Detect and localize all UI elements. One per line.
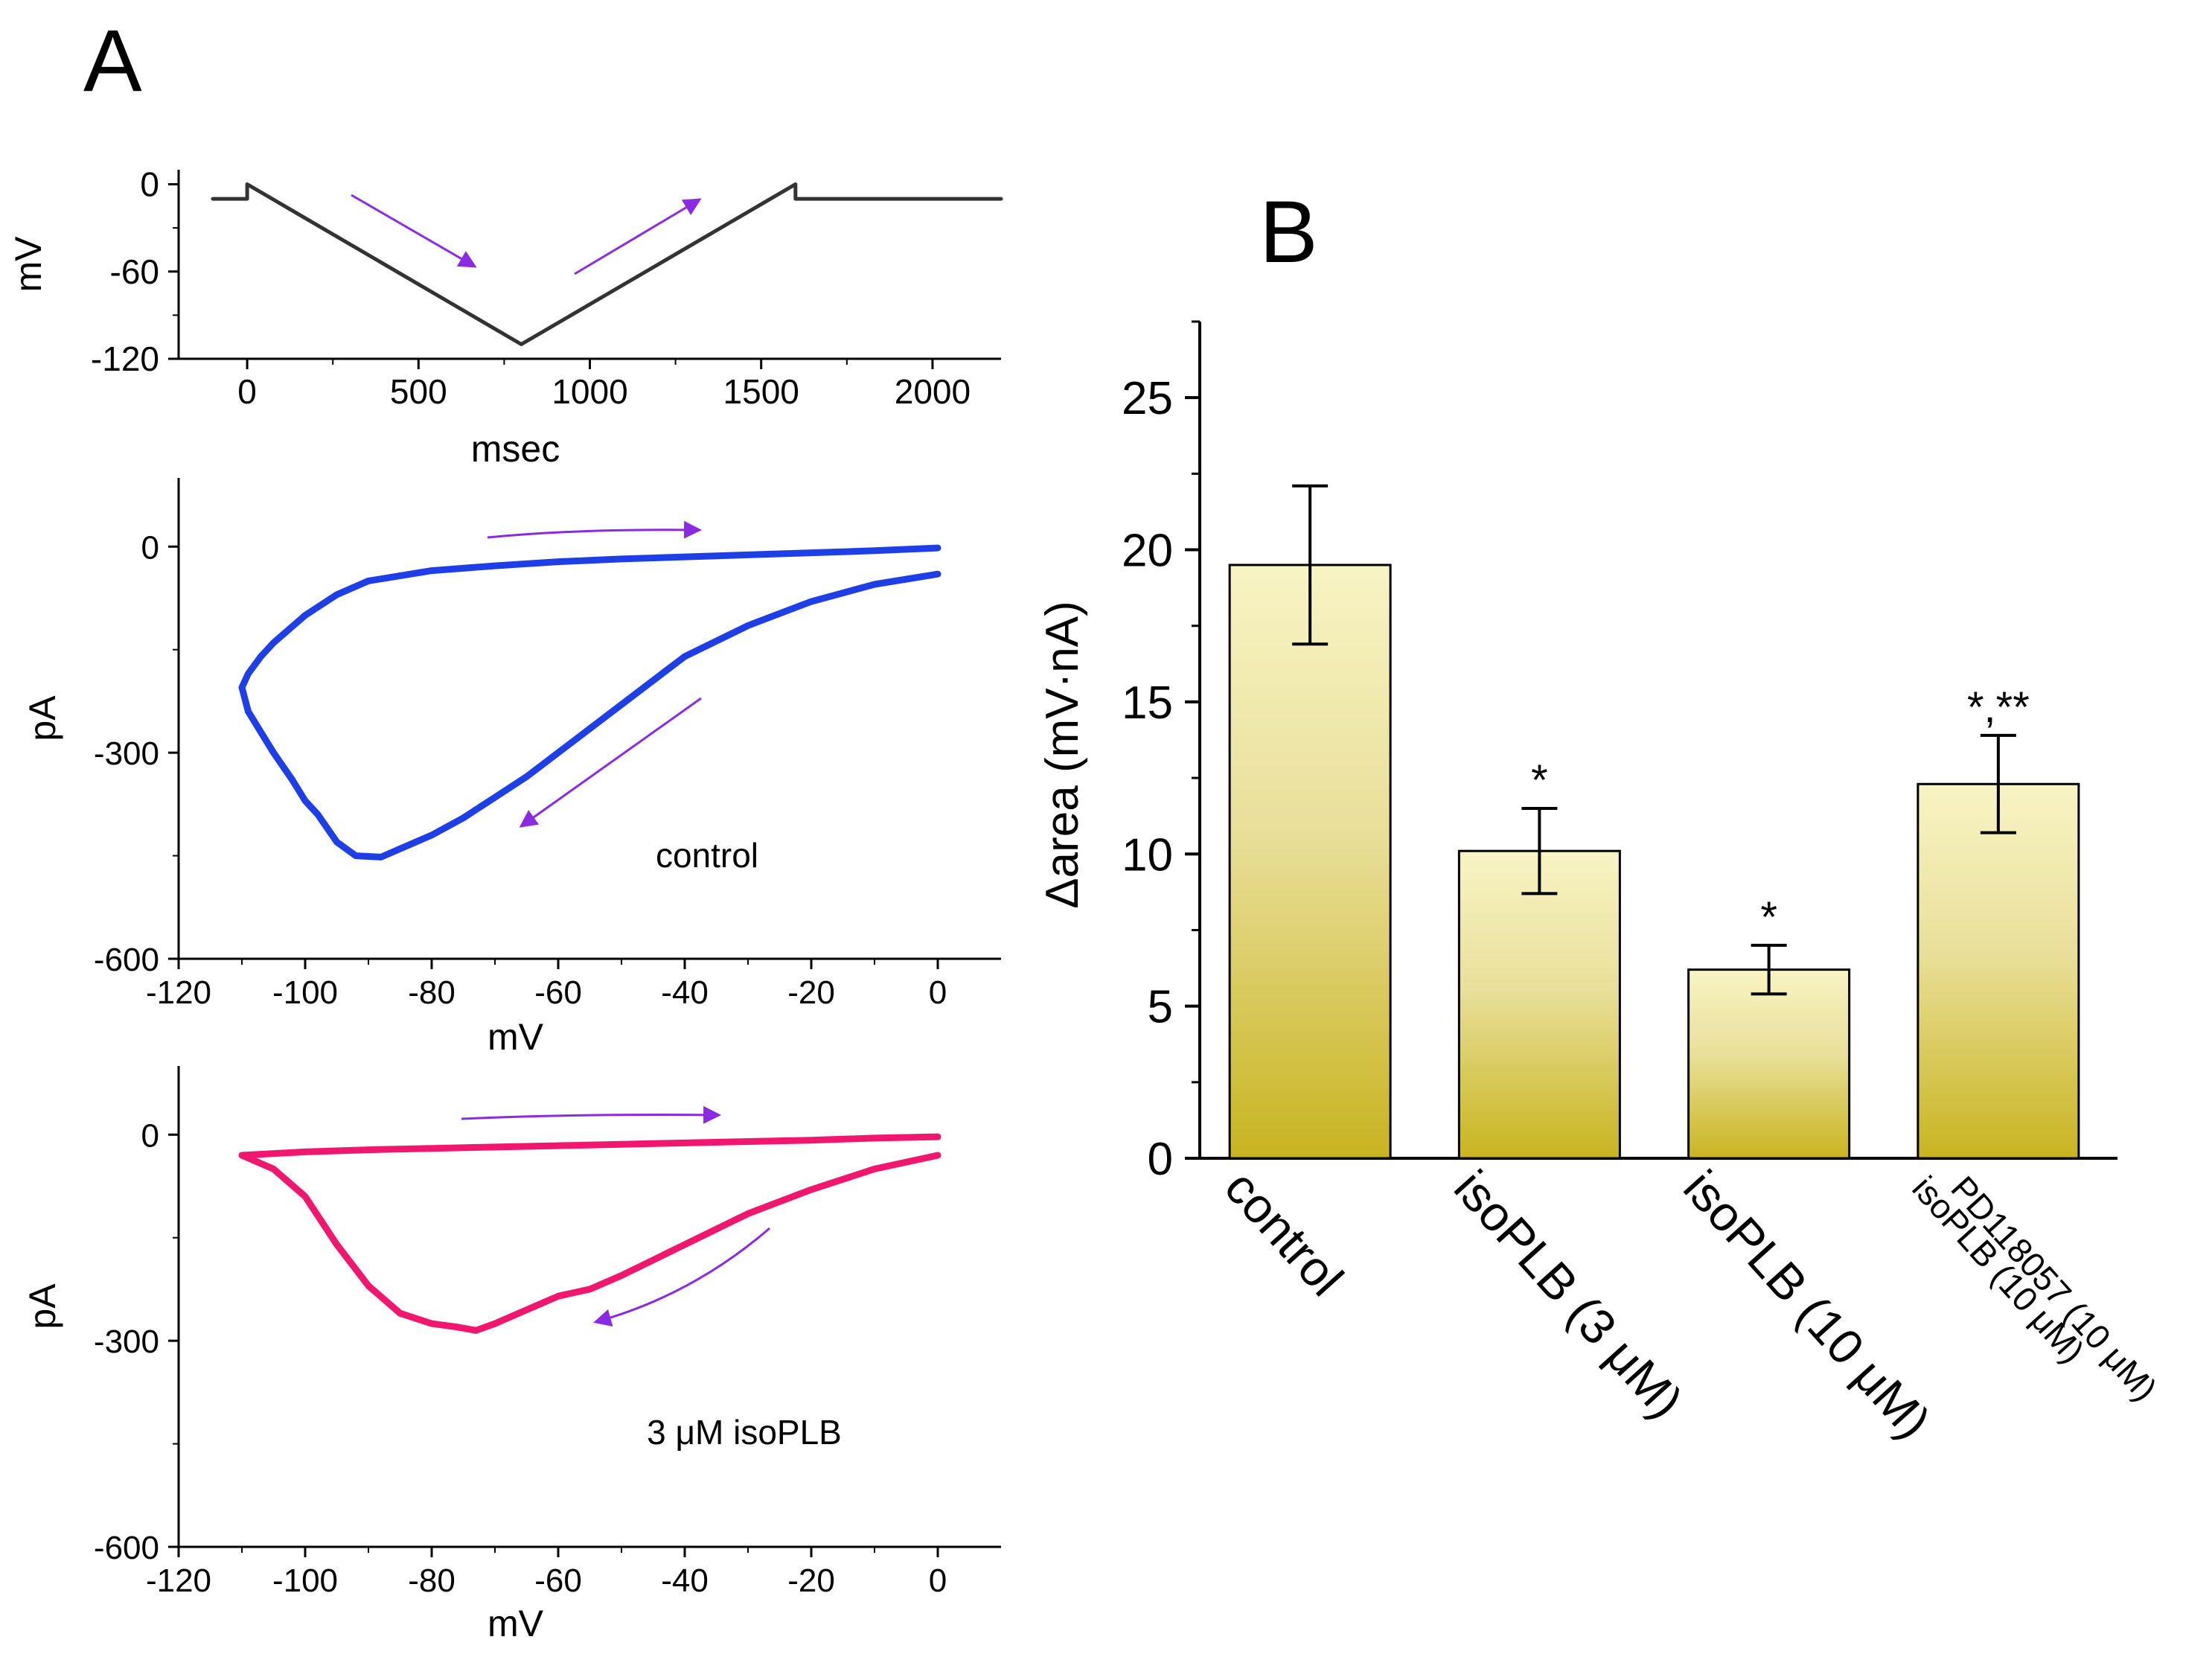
- trace-line: [238, 544, 942, 861]
- control-iv-plot: -120 -100 -80 -60 -40 -20 0 0 -300 -600 mV pA contro…: [22, 478, 1001, 1058]
- arrow-control-right: [487, 520, 702, 539]
- x-tick-label: -40: [661, 1562, 709, 1599]
- y-tick-label: -60: [110, 252, 159, 291]
- significance-marker: *,**: [1967, 683, 2030, 732]
- bar: [1228, 564, 1392, 1160]
- y-tick-label: 0: [141, 1117, 159, 1154]
- x-axis-label: msec: [471, 428, 560, 470]
- x-tick-label: 500: [390, 372, 447, 411]
- y-tick-label: -600: [94, 1530, 159, 1566]
- category-label: control: [1215, 1160, 1355, 1306]
- y-tick-label: 0: [140, 165, 159, 204]
- x-axis-label: mV: [488, 1016, 544, 1058]
- y-tick-label: 10: [1122, 829, 1173, 881]
- x-tick-label: 0: [929, 1562, 947, 1599]
- y-tick-label: 25: [1122, 373, 1173, 424]
- x-axis-label: mV: [488, 1603, 544, 1644]
- y-tick-label: -300: [94, 1324, 159, 1360]
- y-tick-label: -120: [91, 339, 159, 378]
- direction-arrows: [351, 194, 770, 1327]
- arrow-isoplb-left: [593, 1227, 770, 1327]
- bar: [1687, 968, 1851, 1160]
- trace-line: [238, 1133, 942, 1334]
- arrow-isoplb-right: [461, 1105, 721, 1124]
- y-tick-label: 20: [1122, 526, 1173, 577]
- category-label: isoPLB (3 μM): [1444, 1160, 1694, 1428]
- y-tick-label: 0: [1148, 1134, 1173, 1185]
- trace-line: [211, 182, 1003, 346]
- y-tick-label: 0: [141, 529, 159, 566]
- x-tick-label: -120: [146, 974, 211, 1011]
- y-axis-label: Δarea (mV·nA): [1037, 601, 1088, 909]
- y-tick-label: 15: [1122, 677, 1173, 729]
- y-tick-label: -600: [94, 942, 159, 978]
- x-tick-label: 2000: [895, 372, 971, 411]
- summary-bar-chart: 0 5 10 15 20 25 Δarea (mV·nA) control * isoPLB (3…: [1037, 320, 2164, 1449]
- y-axis-label: pA: [22, 695, 63, 741]
- x-tick-label: -20: [787, 1562, 835, 1599]
- arrow-protocol-up: [574, 198, 702, 275]
- arrow-control-left: [519, 697, 702, 828]
- arrow-protocol-down: [351, 194, 477, 268]
- panel-label-a: A: [83, 12, 142, 110]
- x-tick-label: -120: [146, 1562, 211, 1599]
- significance-marker: *: [1760, 893, 1777, 942]
- y-axis-label: mV: [7, 236, 49, 293]
- panel-label-b: B: [1259, 183, 1318, 281]
- protocol-plot: 0 500 1000 1500 2000 0 -60 -120 msec mV: [7, 165, 1003, 470]
- x-tick-label: -60: [534, 1562, 582, 1599]
- x-tick-label: 0: [929, 974, 947, 1011]
- y-tick-label: -300: [94, 735, 159, 772]
- x-tick-label: -100: [272, 974, 338, 1011]
- x-tick-label: -100: [272, 1562, 338, 1599]
- x-tick-label: 1500: [723, 372, 799, 411]
- x-tick-label: -60: [534, 974, 582, 1011]
- isoplb-iv-plot: -120 -100 -80 -60 -40 -20 0 0 -300 -600 mV pA 3 μM i…: [22, 1066, 1001, 1644]
- category-label: PD118057 (10 μM): [1943, 1169, 2164, 1408]
- x-tick-label: -80: [408, 1562, 455, 1599]
- x-tick-label: -80: [408, 974, 455, 1011]
- x-tick-label: 1000: [552, 372, 627, 411]
- significance-marker: *: [1531, 756, 1548, 805]
- trace-annotation: 3 μM isoPLB: [647, 1413, 842, 1452]
- y-axis-label: pA: [22, 1283, 63, 1329]
- x-tick-label: 0: [237, 372, 257, 411]
- trace-annotation: control: [656, 836, 758, 875]
- x-tick-label: -20: [787, 974, 835, 1011]
- x-tick-label: -40: [661, 974, 709, 1011]
- y-tick-label: 5: [1148, 982, 1173, 1033]
- bar: [1917, 782, 2080, 1160]
- category-label: isoPLB (10 μM): [1673, 1160, 1941, 1449]
- bar: [1457, 849, 1621, 1160]
